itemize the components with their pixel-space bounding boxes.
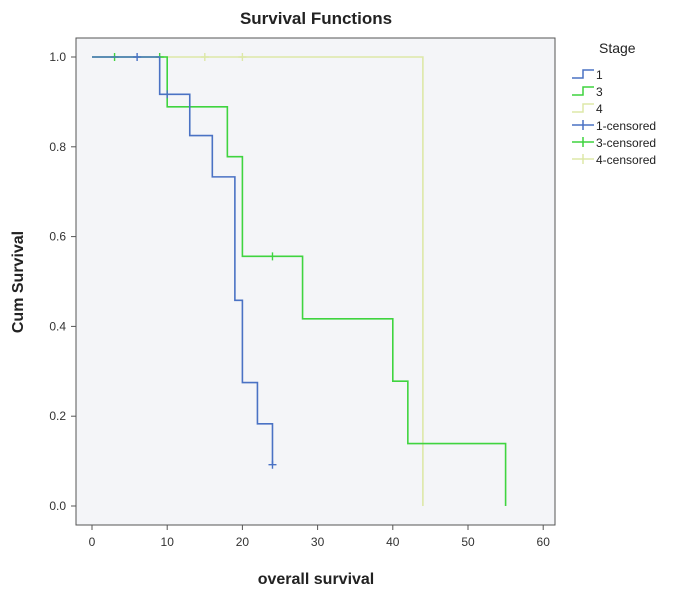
legend-line-stage-3 xyxy=(572,86,594,96)
x-tick-label: 60 xyxy=(537,535,551,549)
legend-title: Stage xyxy=(599,40,636,56)
survival-curve-stage-3 xyxy=(92,56,507,506)
legend-censored-mark-stage-1 xyxy=(572,120,594,130)
y-tick-label: 1.0 xyxy=(49,50,66,64)
legend-label-stage-4: 4 xyxy=(596,102,603,116)
x-tick-label: 40 xyxy=(386,535,400,549)
legend-label-stage-3: 3 xyxy=(596,85,603,99)
legend-label-censored-1: 1-censored xyxy=(596,119,656,133)
chart-title: Survival Functions xyxy=(240,9,392,28)
y-tick-label: 0.0 xyxy=(49,499,66,513)
censored-mark-stage-4 xyxy=(200,53,209,61)
y-tick-label: 0.8 xyxy=(49,140,66,154)
y-tick-label: 0.4 xyxy=(49,319,66,333)
legend-label-censored-4: 4-censored xyxy=(596,153,656,167)
x-tick-label: 10 xyxy=(161,535,175,549)
y-tick-label: 0.2 xyxy=(49,409,66,423)
x-tick-label: 0 xyxy=(89,535,96,549)
censored-mark-stage-3 xyxy=(268,252,277,261)
legend-line-stage-4 xyxy=(572,103,594,113)
plot-area xyxy=(75,37,556,526)
legend-line-stage-1 xyxy=(572,69,594,79)
legend-label-censored-3: 3-censored xyxy=(596,136,656,150)
censored-mark-stage-4 xyxy=(238,53,247,61)
y-tick-label: 0.6 xyxy=(49,230,66,244)
x-axis-label: overall survival xyxy=(258,571,375,588)
censored-mark-stage-1 xyxy=(133,53,142,61)
censored-mark-stage-1 xyxy=(163,90,172,99)
x-tick-label: 50 xyxy=(461,535,475,549)
censored-mark-stage-1 xyxy=(268,460,277,469)
legend-label-stage-1: 1 xyxy=(596,68,603,82)
y-axis-label: Cum Survival xyxy=(10,231,27,333)
legend-censored-mark-stage-4 xyxy=(572,154,594,164)
legend-censored-mark-stage-3 xyxy=(572,137,594,147)
x-tick-label: 30 xyxy=(311,535,325,549)
x-tick-label: 20 xyxy=(236,535,250,549)
